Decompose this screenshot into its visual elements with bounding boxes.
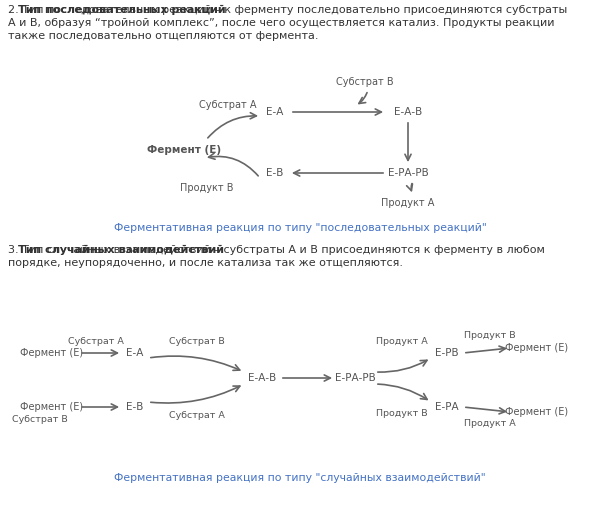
Text: Е-А-В: Е-А-В — [394, 107, 422, 117]
Text: Субстрат А: Субстрат А — [169, 411, 225, 419]
Text: Е-В: Е-В — [267, 168, 284, 178]
Text: Фермент (Е): Фермент (Е) — [506, 407, 568, 417]
Text: Продукт А: Продукт А — [382, 198, 435, 208]
Text: Продукт В: Продукт В — [180, 183, 234, 193]
Text: порядке, неупорядоченно, и после катализа так же отщепляются.: порядке, неупорядоченно, и после катализ… — [8, 258, 403, 268]
Text: Субстрат В: Субстрат В — [12, 416, 68, 425]
Text: Е-РА-РВ: Е-РА-РВ — [388, 168, 428, 178]
Text: 2. Тип последовательных реакций – к ферменту последовательно присоединяются субс: 2. Тип последовательных реакций – к ферм… — [8, 5, 567, 15]
Text: Продукт А: Продукт А — [464, 419, 516, 429]
Text: А и В, образуя “тройной комплекс”, после чего осуществляется катализ. Продукты р: А и В, образуя “тройной комплекс”, после… — [8, 18, 555, 28]
Text: Продукт В: Продукт В — [376, 409, 428, 418]
Text: Е-РВ: Е-РВ — [435, 348, 459, 358]
Text: Е-А: Е-А — [267, 107, 284, 117]
Text: Субстрат А: Субстрат А — [68, 337, 124, 347]
Text: Тип последовательных реакций: Тип последовательных реакций — [18, 5, 226, 15]
Text: Фермент (Е): Фермент (Е) — [20, 348, 84, 358]
Text: Ферментативная реакция по типу "последовательных реакций": Ферментативная реакция по типу "последов… — [114, 223, 486, 233]
Text: Е-А-В: Е-А-В — [248, 373, 276, 383]
Text: Продукт В: Продукт В — [464, 331, 516, 339]
Text: Тип случайных взаимодействий: Тип случайных взаимодействий — [18, 245, 224, 255]
Text: Е-А: Е-А — [126, 348, 144, 358]
Text: 3. Тип случайных взаимодействий – субстраты А и В присоединяются к ферменту в лю: 3. Тип случайных взаимодействий – субстр… — [8, 245, 545, 255]
Text: Ферментативная реакция по типу "случайных взаимодействий": Ферментативная реакция по типу "случайны… — [114, 473, 486, 483]
Text: Е-РА-РВ: Е-РА-РВ — [335, 373, 376, 383]
Text: Е-РА: Е-РА — [435, 402, 459, 412]
Text: Субстрат В: Субстрат В — [169, 337, 225, 347]
Text: Фермент (Е): Фермент (Е) — [147, 145, 221, 155]
Text: Фермент (Е): Фермент (Е) — [506, 343, 568, 353]
Text: Е-В: Е-В — [126, 402, 144, 412]
Text: Продукт А: Продукт А — [376, 337, 428, 347]
Text: также последовательно отщепляются от фермента.: также последовательно отщепляются от фер… — [8, 31, 319, 41]
Text: Субстрат А: Субстрат А — [199, 100, 257, 110]
Text: Фермент (Е): Фермент (Е) — [20, 402, 84, 412]
Text: Субстрат В: Субстрат В — [336, 77, 394, 87]
